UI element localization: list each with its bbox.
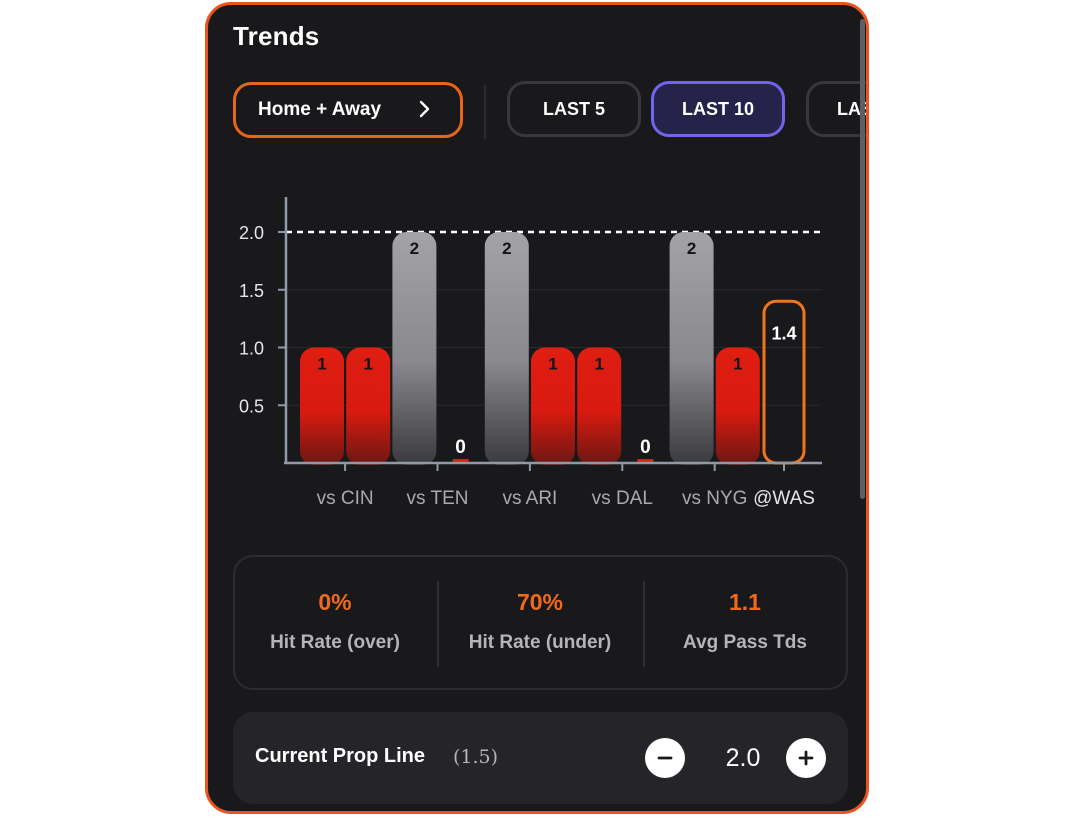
- home-away-filter-button[interactable]: Home + Away: [233, 82, 463, 138]
- bar[interactable]: [392, 232, 437, 465]
- bar-value-label: 1: [317, 355, 326, 374]
- stat-avg-pass-tds: 1.1 Avg Pass Tds: [645, 557, 845, 688]
- bar[interactable]: [346, 347, 391, 466]
- stats-panel: 0% Hit Rate (over) 70% Hit Rate (under) …: [233, 555, 848, 690]
- scrollbar[interactable]: [860, 19, 865, 499]
- bar-value-label: 2: [687, 239, 696, 258]
- bar-value-label: 1.4: [771, 323, 796, 343]
- x-tick-label: vs TEN: [407, 488, 469, 509]
- bar-value-label: 0: [640, 437, 651, 458]
- bar-value-label: 1: [363, 355, 372, 374]
- bar-value-label: 0: [455, 437, 466, 458]
- tab-last-10[interactable]: LAST 10: [651, 81, 785, 137]
- y-tick-label: 0.5: [239, 396, 264, 416]
- stat-value: 70%: [516, 589, 564, 615]
- x-tick-label: vs CIN: [317, 488, 374, 509]
- stat-label: Avg Pass Tds: [683, 632, 807, 653]
- stat-hit-rate-over: 0% Hit Rate (over): [235, 557, 435, 688]
- bar[interactable]: [484, 232, 529, 465]
- prop-line-value: 2.0: [725, 744, 761, 772]
- trends-card: Trends Home + Away LAST 5 LAST 10 LAS: [205, 2, 869, 814]
- x-tick-label: @WAS: [753, 488, 815, 509]
- stat-divider: [643, 581, 645, 667]
- home-away-label: Home + Away: [258, 99, 382, 120]
- y-tick-label: 1.0: [239, 339, 264, 359]
- trend-bar-chart: 1 1 2 0 2 1 1 0 2 1 1.4 0.5 1.0 1.5 2.0 vs CIN vs TEN vs…: [239, 197, 822, 509]
- x-tick-label: vs NYG: [682, 488, 747, 509]
- bar[interactable]: [669, 232, 714, 465]
- prop-line-label: Current Prop Line: [255, 745, 426, 767]
- bar[interactable]: [577, 347, 622, 466]
- x-tick-label: vs DAL: [592, 488, 653, 509]
- filter-divider: [484, 85, 486, 139]
- tab-last-more-label: LAS: [837, 98, 866, 119]
- plus-icon: [798, 750, 814, 766]
- tab-last-10-label: LAST 10: [681, 98, 755, 119]
- tab-last-5-label: LAST 5: [542, 98, 605, 119]
- bar-value-label: 1: [548, 355, 557, 374]
- stat-label: Hit Rate (over): [270, 632, 400, 653]
- stat-hit-rate-under: 70% Hit Rate (under): [440, 557, 640, 688]
- chevron-right-icon: [418, 97, 432, 127]
- bar-value-label: 1: [594, 355, 603, 374]
- tab-last-5[interactable]: LAST 5: [507, 81, 641, 137]
- prop-line-panel: Current Prop Line (1.5) 2.0: [233, 712, 848, 804]
- stat-value: 1.1: [729, 589, 761, 615]
- x-tick-label: vs ARI: [502, 488, 557, 509]
- prop-line-current: (1.5): [453, 746, 499, 768]
- stat-value: 0%: [318, 589, 352, 615]
- increase-button[interactable]: [786, 738, 826, 778]
- bar[interactable]: [715, 347, 760, 466]
- bar[interactable]: [300, 347, 344, 466]
- bar[interactable]: [531, 347, 575, 466]
- stat-label: Hit Rate (under): [468, 632, 612, 653]
- decrease-button[interactable]: [645, 738, 685, 778]
- card-title: Trends: [233, 21, 320, 51]
- minus-icon: [657, 756, 673, 760]
- bar-value-label: 2: [410, 239, 419, 258]
- bar[interactable]: [637, 459, 654, 463]
- bar[interactable]: [452, 459, 469, 463]
- y-tick-label: 1.5: [239, 281, 264, 301]
- tab-last-more[interactable]: LAS: [806, 81, 866, 137]
- bar-value-label: 2: [502, 239, 511, 258]
- stat-divider: [437, 581, 439, 667]
- y-tick-label: 2.0: [239, 223, 264, 243]
- bar-value-label: 1: [733, 355, 742, 374]
